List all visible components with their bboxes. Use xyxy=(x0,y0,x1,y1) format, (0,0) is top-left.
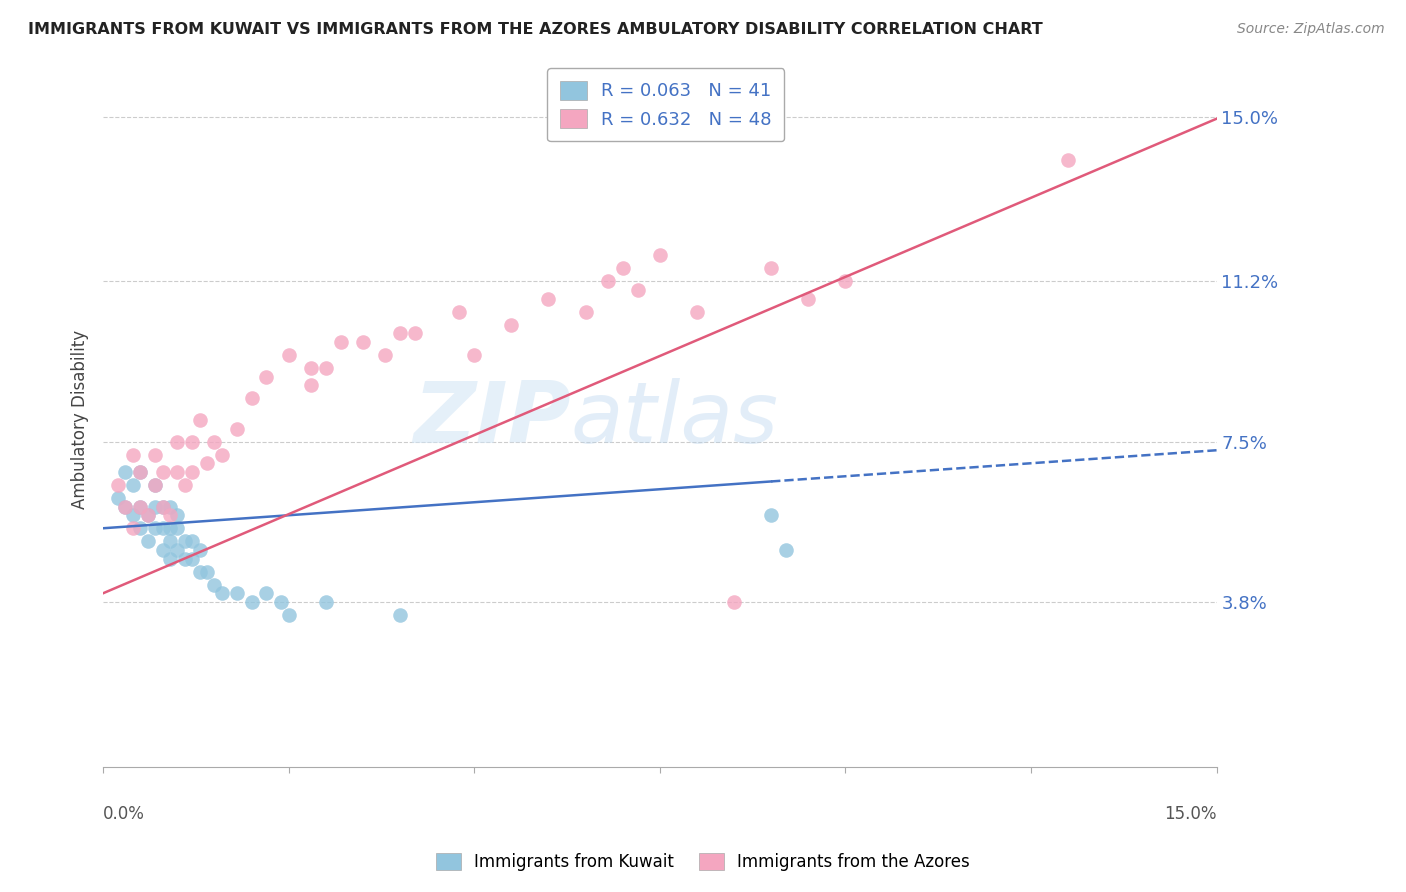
Point xyxy=(204,434,226,449)
Point xyxy=(129,465,152,479)
Point xyxy=(404,326,426,341)
Point xyxy=(121,521,143,535)
Point xyxy=(159,500,181,514)
Point xyxy=(834,274,856,288)
Point xyxy=(211,586,233,600)
Point xyxy=(315,360,337,375)
Point xyxy=(129,521,152,535)
Point xyxy=(211,448,233,462)
Point xyxy=(188,565,211,579)
Point xyxy=(143,448,166,462)
Point xyxy=(759,261,782,276)
Point xyxy=(152,465,174,479)
Point xyxy=(277,607,299,622)
Point xyxy=(152,500,174,514)
Point xyxy=(114,500,136,514)
Point xyxy=(299,378,322,392)
Point xyxy=(254,586,277,600)
Point xyxy=(270,595,292,609)
Point xyxy=(121,448,143,462)
Point xyxy=(195,565,218,579)
Point xyxy=(181,465,204,479)
Point xyxy=(166,542,188,557)
Point xyxy=(686,304,709,318)
Point xyxy=(173,534,195,549)
Point xyxy=(166,508,188,523)
Point xyxy=(389,607,412,622)
Point xyxy=(723,595,745,609)
Point xyxy=(129,500,152,514)
Text: 0.0%: 0.0% xyxy=(103,805,145,823)
Point xyxy=(173,478,195,492)
Point xyxy=(166,434,188,449)
Point xyxy=(188,413,211,427)
Point xyxy=(159,508,181,523)
Point xyxy=(225,421,247,435)
Text: 15.0%: 15.0% xyxy=(1164,805,1216,823)
Point xyxy=(254,369,277,384)
Point xyxy=(114,500,136,514)
Point xyxy=(159,551,181,566)
Point xyxy=(152,500,174,514)
Point xyxy=(181,434,204,449)
Point xyxy=(181,551,204,566)
Point xyxy=(181,534,204,549)
Point xyxy=(129,500,152,514)
Point xyxy=(159,534,181,549)
Point xyxy=(352,334,374,349)
Point xyxy=(121,478,143,492)
Point xyxy=(277,348,299,362)
Point xyxy=(152,542,174,557)
Point xyxy=(136,534,159,549)
Point xyxy=(166,465,188,479)
Point xyxy=(775,542,797,557)
Point xyxy=(136,508,159,523)
Point xyxy=(596,274,619,288)
Point xyxy=(537,292,560,306)
Point xyxy=(575,304,598,318)
Point xyxy=(240,595,263,609)
Point xyxy=(107,491,129,505)
Point xyxy=(797,292,820,306)
Point xyxy=(329,334,352,349)
Point xyxy=(501,318,523,332)
Point xyxy=(114,465,136,479)
Point xyxy=(299,360,322,375)
Point xyxy=(389,326,412,341)
Point xyxy=(1057,153,1080,167)
Point xyxy=(129,465,152,479)
Point xyxy=(315,595,337,609)
Point xyxy=(166,521,188,535)
Point xyxy=(626,283,648,297)
Point xyxy=(143,500,166,514)
Point xyxy=(107,478,129,492)
Text: IMMIGRANTS FROM KUWAIT VS IMMIGRANTS FROM THE AZORES AMBULATORY DISABILITY CORRE: IMMIGRANTS FROM KUWAIT VS IMMIGRANTS FRO… xyxy=(28,22,1043,37)
Point xyxy=(612,261,634,276)
Y-axis label: Ambulatory Disability: Ambulatory Disability xyxy=(72,330,89,509)
Point xyxy=(152,521,174,535)
Text: Source: ZipAtlas.com: Source: ZipAtlas.com xyxy=(1237,22,1385,37)
Point xyxy=(143,521,166,535)
Point xyxy=(204,577,226,591)
Point xyxy=(188,542,211,557)
Point xyxy=(195,456,218,470)
Point xyxy=(449,304,471,318)
Text: ZIP: ZIP xyxy=(413,378,571,461)
Point xyxy=(374,348,396,362)
Point xyxy=(143,478,166,492)
Point xyxy=(121,508,143,523)
Point xyxy=(159,521,181,535)
Point xyxy=(759,508,782,523)
Legend: R = 0.063   N = 41, R = 0.632   N = 48: R = 0.063 N = 41, R = 0.632 N = 48 xyxy=(547,69,785,142)
Point xyxy=(136,508,159,523)
Point xyxy=(225,586,247,600)
Point xyxy=(143,478,166,492)
Text: atlas: atlas xyxy=(571,378,779,461)
Point xyxy=(240,391,263,405)
Point xyxy=(173,551,195,566)
Legend: Immigrants from Kuwait, Immigrants from the Azores: Immigrants from Kuwait, Immigrants from … xyxy=(427,845,979,880)
Point xyxy=(648,248,671,262)
Point xyxy=(463,348,485,362)
